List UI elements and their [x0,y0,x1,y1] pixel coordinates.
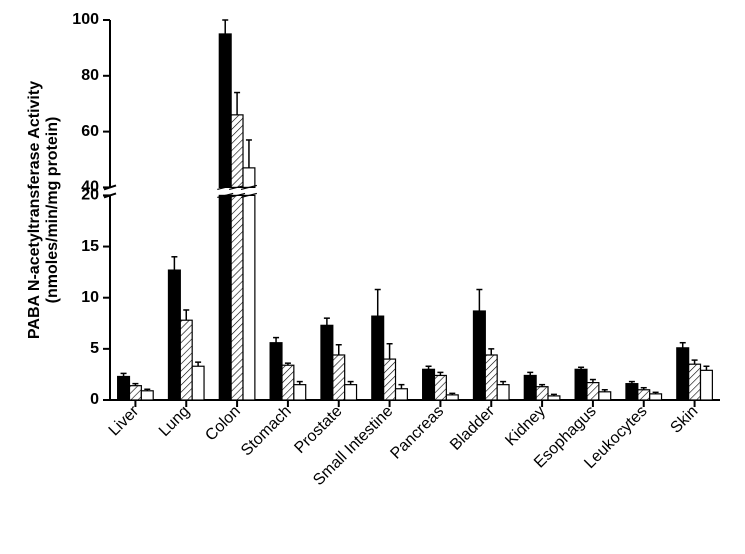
bar [118,376,130,400]
bar [192,366,204,400]
bar [180,320,192,400]
y-tick-label: 60 [81,123,99,140]
bar [270,343,282,400]
bar [372,316,384,400]
bar [587,383,599,400]
paba-activity-bar-chart: 05101520406080100PABA N-acetyltransferas… [0,0,745,554]
bar [294,385,306,400]
bar [626,384,638,400]
bar [689,364,701,400]
bar [446,395,458,400]
bar-lower [243,195,255,400]
y-axis-label: PABA N-acetyltransferase Activity(nmoles… [26,81,61,339]
bar [434,375,446,400]
bar [141,391,153,400]
bar [333,355,345,400]
bar-upper [231,115,243,188]
bar [701,370,713,400]
bar [485,355,497,400]
bar-lower [231,195,243,400]
y-tick-label: 0 [90,391,99,408]
bar [536,387,548,400]
bar [423,369,435,400]
y-tick-label: 15 [81,238,99,255]
bar [396,389,408,400]
bar [638,390,650,400]
bar [345,385,357,400]
bar [650,394,662,400]
bar [384,359,396,400]
bar [548,396,560,400]
bar-lower [219,195,231,400]
bar [321,325,333,400]
y-tick-label: 5 [90,340,99,357]
bar [497,385,509,400]
bar [168,270,180,400]
bar [129,386,141,400]
bar [677,348,689,400]
bar [473,311,485,400]
bar [599,392,611,400]
bar-upper [243,168,255,188]
y-tick-label: 40 [81,179,99,196]
y-tick-label: 10 [81,289,99,306]
bar [282,365,294,400]
y-tick-label: 100 [72,11,99,28]
y-tick-label: 80 [81,67,99,84]
bar-upper [219,34,231,187]
bar [524,375,536,400]
bar [575,369,587,400]
